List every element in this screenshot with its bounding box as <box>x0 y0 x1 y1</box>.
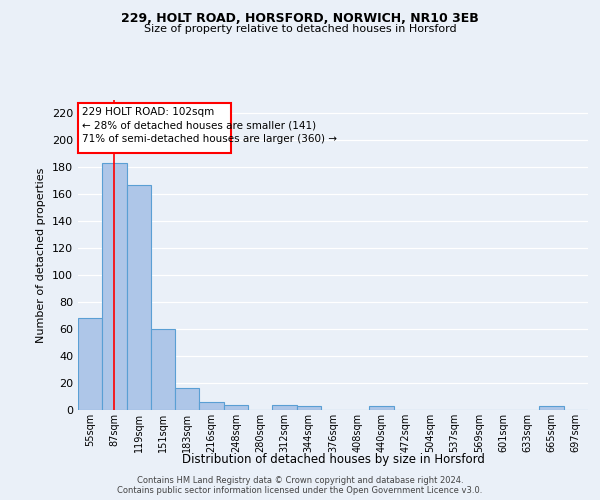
Text: ← 28% of detached houses are smaller (141): ← 28% of detached houses are smaller (14… <box>82 120 316 130</box>
Bar <box>127 185 151 410</box>
Y-axis label: Number of detached properties: Number of detached properties <box>37 168 46 342</box>
Bar <box>102 164 127 410</box>
Bar <box>370 406 394 410</box>
Text: 71% of semi-detached houses are larger (360) →: 71% of semi-detached houses are larger (… <box>82 134 337 144</box>
Bar <box>539 406 564 410</box>
Text: Contains HM Land Registry data © Crown copyright and database right 2024.: Contains HM Land Registry data © Crown c… <box>137 476 463 485</box>
Text: 229 HOLT ROAD: 102sqm: 229 HOLT ROAD: 102sqm <box>82 107 214 117</box>
Text: Distribution of detached houses by size in Horsford: Distribution of detached houses by size … <box>182 452 484 466</box>
Bar <box>272 404 296 410</box>
Text: 229, HOLT ROAD, HORSFORD, NORWICH, NR10 3EB: 229, HOLT ROAD, HORSFORD, NORWICH, NR10 … <box>121 12 479 26</box>
Bar <box>151 329 175 410</box>
Text: Contains public sector information licensed under the Open Government Licence v3: Contains public sector information licen… <box>118 486 482 495</box>
Bar <box>199 402 224 410</box>
Bar <box>296 406 321 410</box>
Text: Size of property relative to detached houses in Horsford: Size of property relative to detached ho… <box>143 24 457 34</box>
Bar <box>78 318 102 410</box>
Bar <box>224 404 248 410</box>
Bar <box>175 388 199 410</box>
FancyBboxPatch shape <box>79 102 231 152</box>
